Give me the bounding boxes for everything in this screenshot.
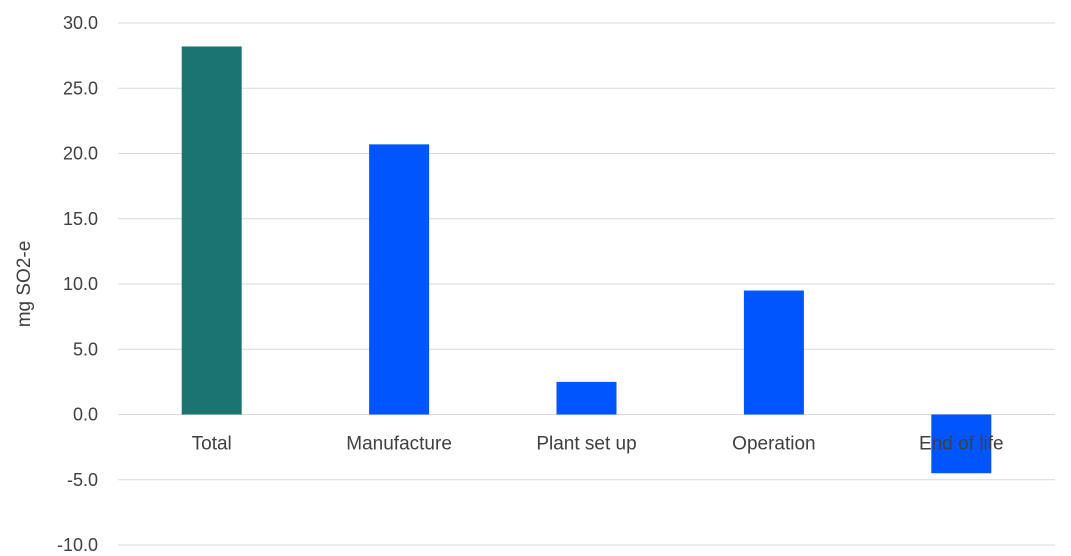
bar-operation — [743, 290, 804, 415]
category-label: Plant set up — [536, 434, 636, 455]
y-tick-label: 5.0 — [73, 339, 98, 359]
category-label: Total — [192, 434, 232, 455]
y-tick-label: 25.0 — [63, 78, 98, 98]
category-labels: Total Manufacture Plant set up Operation End… — [192, 434, 1004, 455]
bar-manufacture — [369, 144, 430, 415]
bar-end-of-life — [931, 414, 992, 474]
bar-plant-set-up — [556, 381, 617, 415]
y-axis-title: mg SO2-e — [14, 241, 35, 328]
y-tick-label: -10.0 — [57, 535, 98, 555]
category-label: Operation — [732, 434, 815, 455]
y-tick-label: 10.0 — [63, 274, 98, 294]
y-tick-label: -5.0 — [67, 470, 98, 490]
y-tick-label: 0.0 — [73, 405, 98, 425]
category-label: End of life — [919, 434, 1004, 455]
y-axis-ticks: 30.0 25.0 20.0 15.0 10.0 5.0 0.0 -5.0 -10.0 — [57, 13, 98, 555]
y-tick-label: 20.0 — [63, 144, 98, 164]
y-tick-label: 30.0 — [63, 13, 98, 33]
bars — [181, 46, 992, 474]
gridlines — [118, 22, 1055, 546]
bar-total — [181, 46, 242, 415]
y-tick-label: 15.0 — [63, 209, 98, 229]
category-label: Manufacture — [346, 434, 452, 455]
